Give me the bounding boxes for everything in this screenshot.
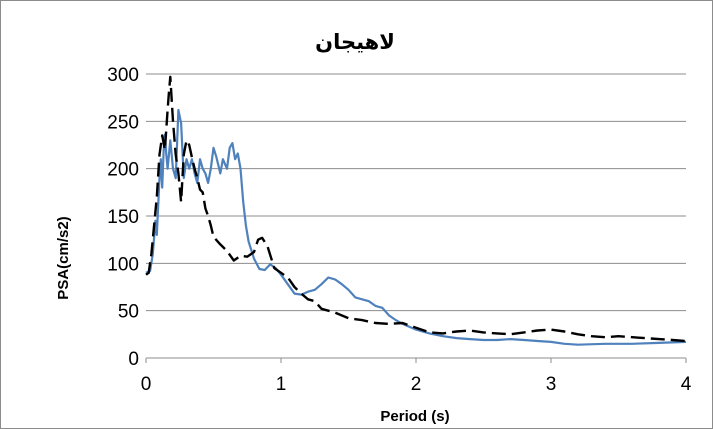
- grid-lines: [146, 73, 686, 312]
- chart-title: لاهیجان: [315, 30, 395, 54]
- x-tick-label: 2: [411, 374, 422, 395]
- y-tick-labels: 0 50 100 150 200 250 300: [107, 65, 139, 370]
- y-tick-label: 150: [107, 207, 139, 228]
- x-tick-label: 3: [546, 374, 557, 395]
- x-tick-label: 1: [276, 374, 287, 395]
- y-tick-label: 100: [107, 254, 139, 275]
- x-tick-labels: 0 1 2 3 4: [141, 358, 692, 395]
- y-tick-label: 50: [118, 302, 139, 323]
- x-tick-label: 4: [681, 374, 692, 395]
- y-axis-title: PSA(cm/s2): [55, 216, 72, 299]
- y-tick-label: 200: [107, 160, 139, 181]
- series-group: [145, 75, 687, 346]
- series-line-1-solid: [145, 108, 687, 346]
- y-tick-label: 250: [107, 112, 139, 133]
- x-tick-label: 0: [141, 374, 152, 395]
- y-tick-label: 300: [107, 65, 139, 86]
- y-tick-label: 0: [128, 349, 139, 370]
- x-axis-title: Period (s): [380, 408, 449, 425]
- series-line-2-dashed: [145, 75, 687, 343]
